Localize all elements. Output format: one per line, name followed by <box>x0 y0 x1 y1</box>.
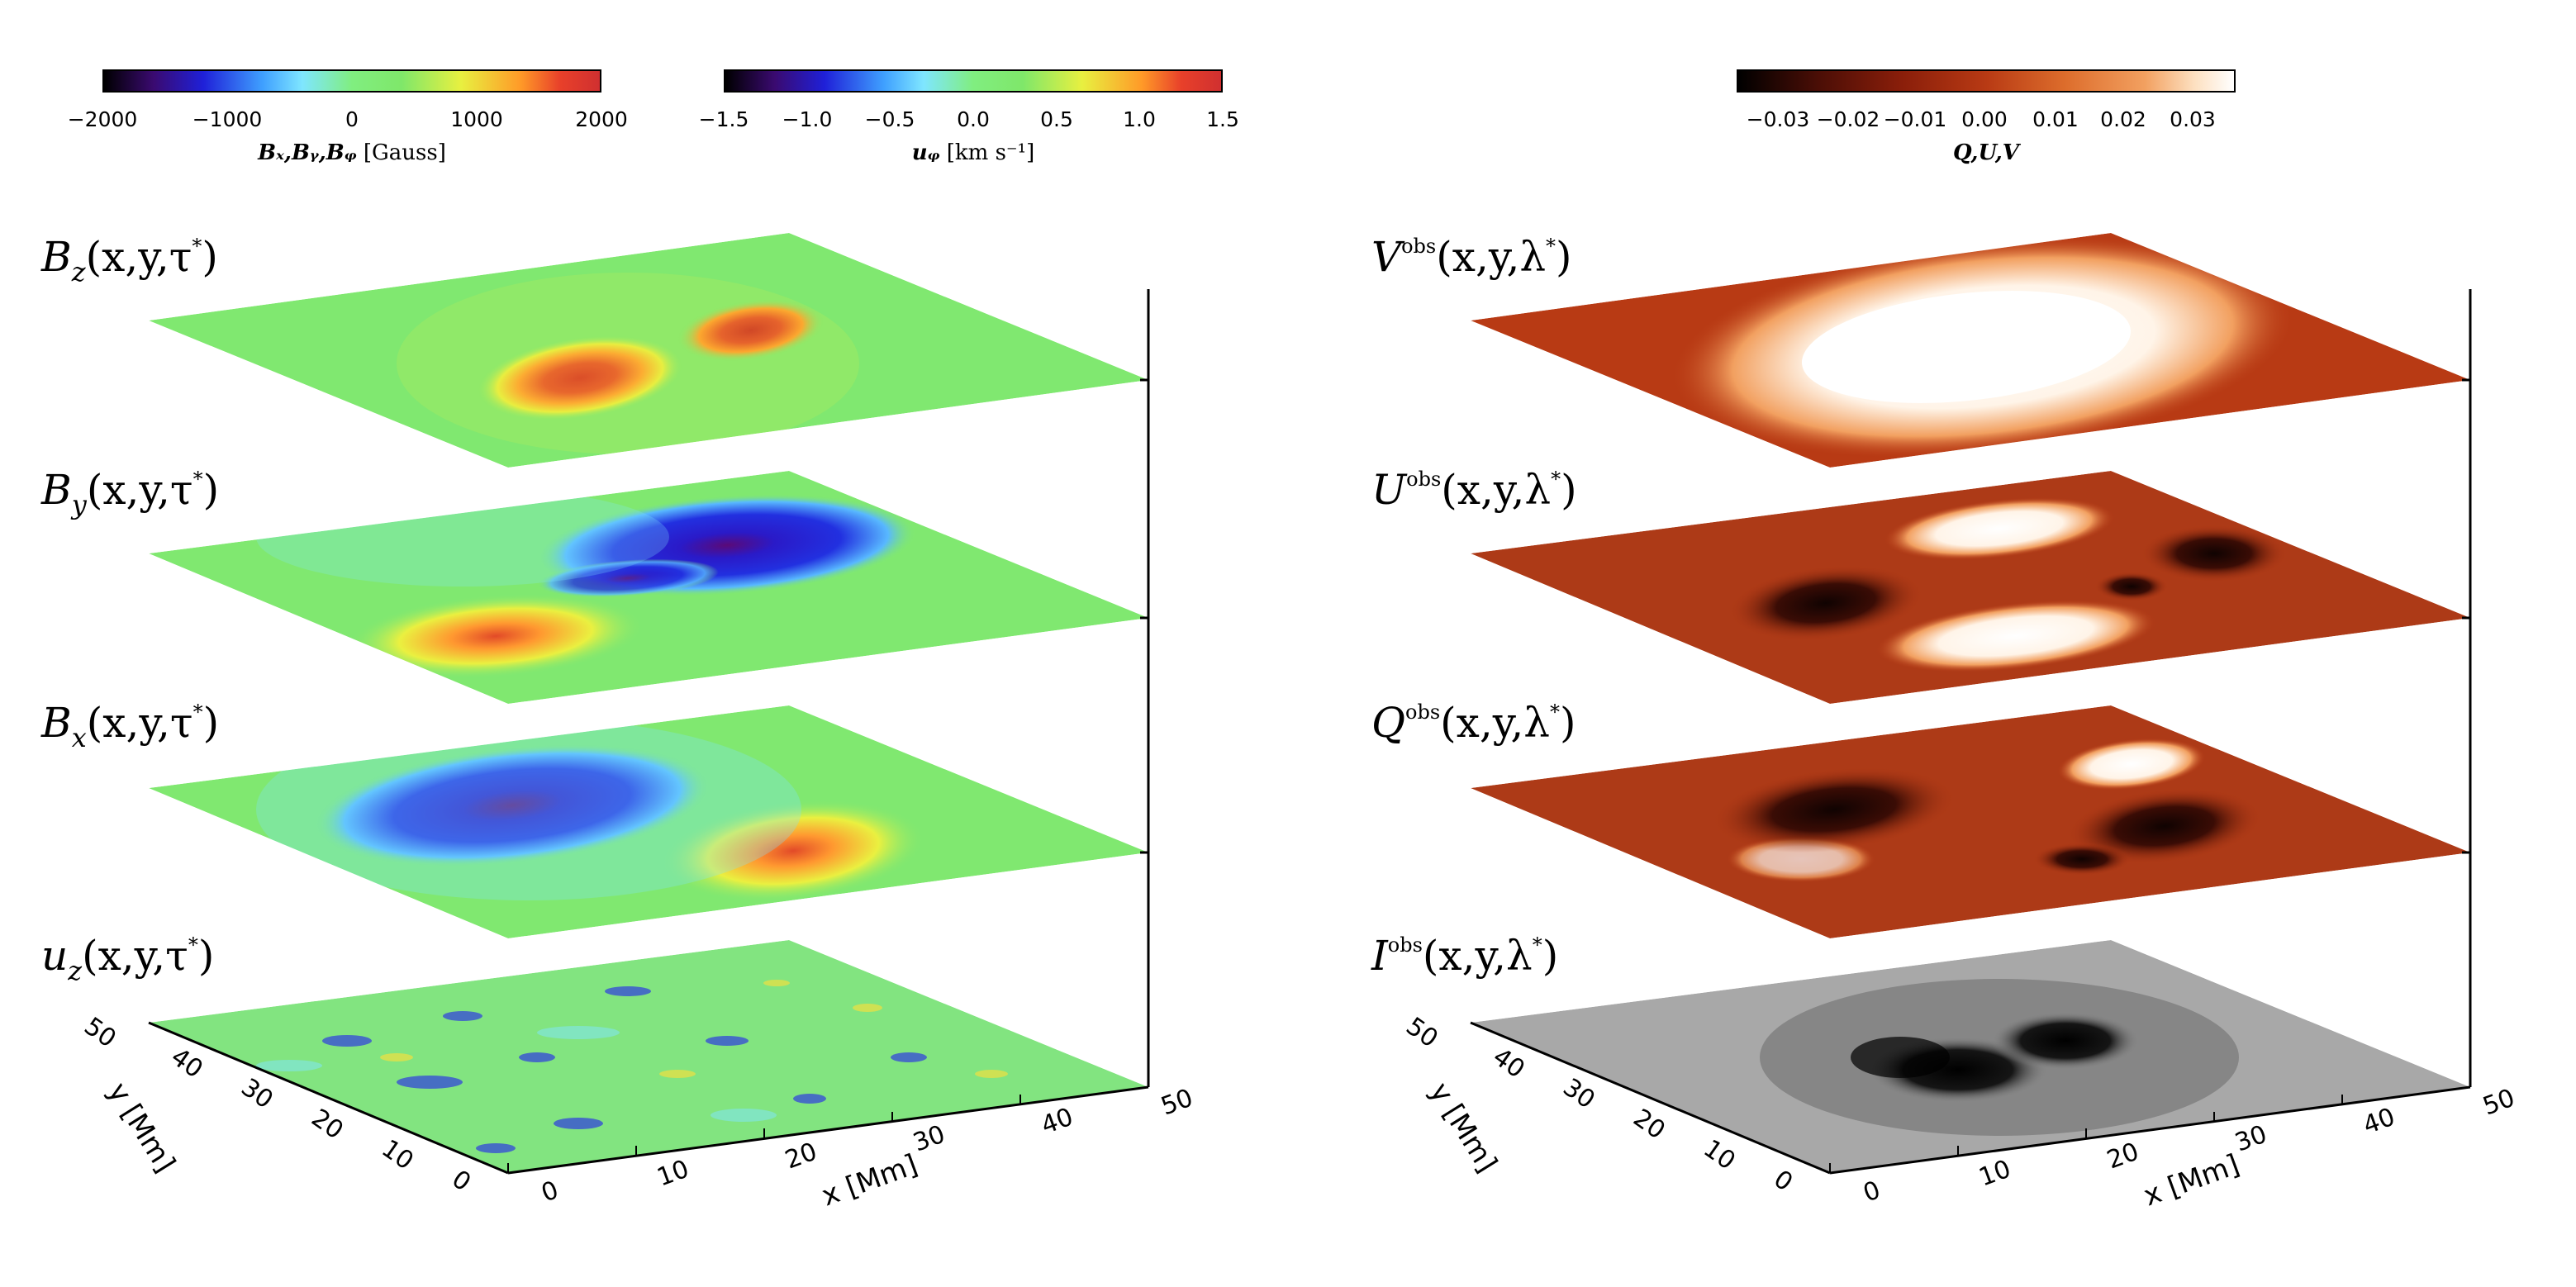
label-i-obs: Iobs(x,y,λ*) <box>1371 932 1559 980</box>
panel-v-obs <box>1471 233 2470 468</box>
tick-label: 0.0 <box>957 107 990 131</box>
colorbar-b-field <box>102 69 601 93</box>
tick-label: −2000 <box>67 107 138 131</box>
x-axis-title: x [Mm] <box>817 1148 921 1213</box>
tick-label: −1.5 <box>698 107 749 131</box>
panel-q-obs <box>1471 705 2470 938</box>
y-tick-label: 20 <box>1628 1104 1670 1146</box>
x-tick-label: 0 <box>538 1175 563 1208</box>
y-tick-label: 50 <box>1400 1012 1442 1054</box>
vertical-axis-left <box>1140 289 1150 1087</box>
y-tick-label: 50 <box>78 1012 121 1054</box>
panel-u-obs <box>1471 471 2470 704</box>
y-tick-label: 10 <box>1698 1134 1740 1176</box>
y-axis-title: y [Mm] <box>101 1077 181 1179</box>
x-axis-title: x [Mm] <box>2139 1148 2243 1213</box>
x-tick-label: 50 <box>2479 1084 2519 1122</box>
colorbar-stokes-title-text: Q,U,V <box>1953 140 2019 165</box>
x-tick-label: 40 <box>1038 1103 1077 1141</box>
colorbar-uz <box>724 69 1223 93</box>
colorbar-uz-title-unit: [km s⁻¹] <box>946 140 1035 165</box>
panel-bx <box>149 705 1148 938</box>
tick-label: −0.02 <box>1816 107 1880 131</box>
y-tick-label: 40 <box>165 1042 207 1085</box>
y-tick-label: 30 <box>1557 1073 1599 1115</box>
colorbar-uz-title-var: uᵩ <box>911 140 940 165</box>
panel-by <box>149 471 1148 704</box>
y-axis-title: y [Mm] <box>1423 1077 1503 1179</box>
vertical-axis-right <box>2462 289 2472 1087</box>
tick-label: 0 <box>345 107 359 131</box>
label-q-obs: Qobs(x,y,λ*) <box>1371 699 1576 747</box>
x-tick-label: 20 <box>2103 1137 2143 1175</box>
x-tick-label: 10 <box>654 1155 693 1193</box>
tick-label: 1.0 <box>1123 107 1156 131</box>
y-tick-label: 0 <box>1768 1165 1798 1198</box>
x-tick-label: 20 <box>782 1137 821 1175</box>
y-tick-label: 40 <box>1487 1042 1529 1085</box>
label-u-obs: Uobs(x,y,λ*) <box>1371 466 1577 514</box>
x-tick-label: 30 <box>2231 1120 2271 1158</box>
label-v-obs: Vobs(x,y,λ*) <box>1371 233 1572 281</box>
tick-label: 0.00 <box>1961 107 2008 131</box>
y-tick-label: 20 <box>306 1104 348 1146</box>
colorbar-uz-title: uᵩ [km s⁻¹] <box>912 140 1034 165</box>
colorbar-b-title-unit: [Gauss] <box>363 140 446 165</box>
label-bx: Bx(x,y,τ*) <box>41 699 220 753</box>
panel-i-obs <box>1471 940 2470 1173</box>
label-bz: Bz(x,y,τ*) <box>41 233 218 287</box>
tick-label: −1.0 <box>782 107 833 131</box>
tick-label: 1000 <box>450 107 503 131</box>
x-tick-label: 40 <box>2360 1103 2399 1141</box>
y-tick-label: 30 <box>235 1073 278 1115</box>
colorbar-stokes <box>1737 69 2236 93</box>
x-tick-label: 10 <box>1975 1155 2015 1193</box>
tick-label: 2000 <box>575 107 628 131</box>
tick-label: −1000 <box>192 107 263 131</box>
x-tick-label: 50 <box>1157 1084 1197 1122</box>
colorbar-stokes-title: Q,U,V <box>1953 140 2019 165</box>
tick-label: 0.02 <box>2100 107 2146 131</box>
y-tick-label: 10 <box>376 1134 418 1176</box>
label-by: By(x,y,τ*) <box>41 466 220 520</box>
colorbar-b-title-vars: Bₓ,Bᵧ,Bᵩ <box>258 140 357 165</box>
panel-bz <box>149 233 1148 468</box>
panel-uz <box>149 940 1148 1173</box>
bottom-axes-right <box>1470 1021 2471 1175</box>
x-tick-label: 30 <box>910 1120 949 1158</box>
y-tick-label: 0 <box>446 1165 476 1198</box>
colorbar-b-title: Bₓ,Bᵧ,Bᵩ [Gauss] <box>258 140 446 165</box>
x-tick-label: 0 <box>1860 1175 1884 1208</box>
tick-label: −0.5 <box>864 107 915 131</box>
tick-label: 0.03 <box>2170 107 2216 131</box>
label-uz: uz(x,y,τ*) <box>41 932 215 986</box>
tick-label: 1.5 <box>1206 107 1239 131</box>
tick-label: −0.01 <box>1883 107 1947 131</box>
tick-label: 0.01 <box>2032 107 2079 131</box>
tick-label: 0.5 <box>1040 107 1073 131</box>
bottom-axes-left <box>148 1021 1149 1175</box>
tick-label: −0.03 <box>1746 107 1810 131</box>
